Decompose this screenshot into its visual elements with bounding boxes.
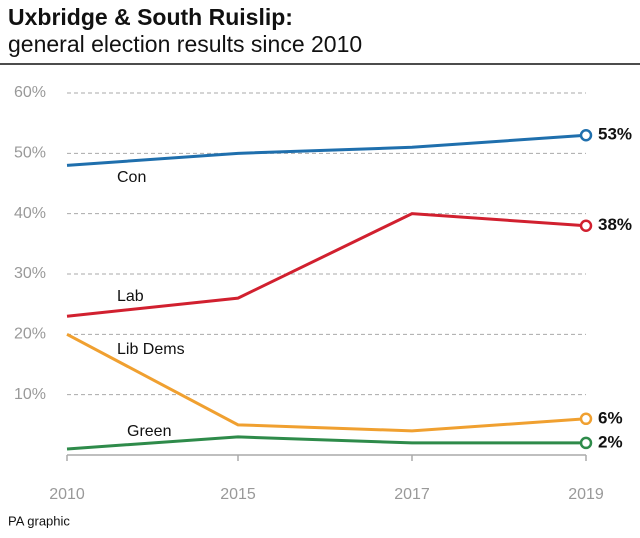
x-tick-label: 2015 <box>220 486 256 503</box>
end-marker <box>579 219 593 232</box>
value-label: 6% <box>598 408 623 427</box>
y-tick-label: 50% <box>14 145 46 162</box>
y-tick-label: 60% <box>14 84 46 101</box>
chart-subtitle: general election results since 2010 <box>8 31 362 57</box>
series-label: Lib Dems <box>117 341 185 358</box>
series-line <box>66 333 587 433</box>
source: PA graphic <box>8 513 70 528</box>
series-label: Green <box>127 423 171 440</box>
end-marker <box>579 412 593 426</box>
series-line <box>66 212 587 318</box>
chart-title: Uxbridge & South Ruislip: <box>8 4 293 30</box>
series-label: Con <box>117 169 146 186</box>
y-tick-label: 20% <box>14 326 46 343</box>
x-tick-label: 2010 <box>49 486 85 503</box>
series-line <box>66 133 587 167</box>
y-tick-label: 10% <box>14 386 46 403</box>
value-label: 38% <box>598 215 632 234</box>
value-label: 2% <box>598 432 623 451</box>
x-tick-label: 2019 <box>568 486 604 503</box>
y-tick-label: 30% <box>14 265 46 282</box>
end-marker <box>579 128 593 142</box>
value-label: 53% <box>598 125 632 144</box>
series-line <box>66 435 586 451</box>
y-tick-label: 40% <box>14 205 46 222</box>
end-marker <box>579 436 593 450</box>
x-tick-label: 2017 <box>394 486 430 503</box>
series-label: Lab <box>117 288 144 305</box>
